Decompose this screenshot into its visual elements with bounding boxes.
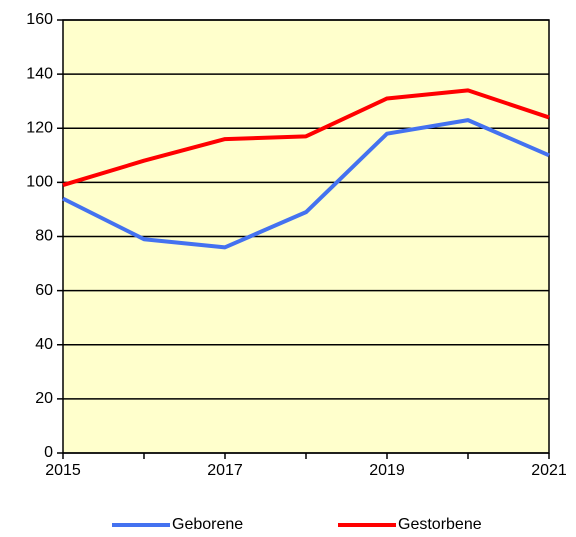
y-tick-label: 20 bbox=[35, 390, 53, 407]
x-tick-label: 2019 bbox=[369, 462, 405, 479]
y-tick-label: 100 bbox=[26, 174, 53, 191]
y-tick-label: 0 bbox=[44, 444, 53, 461]
series-line bbox=[62, 88, 550, 187]
y-tick-label: 160 bbox=[26, 11, 53, 28]
y-tick-label: 140 bbox=[26, 65, 53, 82]
legend-label: Gestorbene bbox=[398, 516, 482, 533]
y-tick-label: 60 bbox=[35, 282, 53, 299]
series-line bbox=[62, 118, 550, 250]
x-tick-label: 2017 bbox=[207, 462, 243, 479]
y-tick-label: 80 bbox=[35, 228, 53, 245]
y-tick-label: 120 bbox=[26, 119, 53, 136]
x-tick-label: 2015 bbox=[45, 462, 81, 479]
y-tick-label: 40 bbox=[35, 336, 53, 353]
x-tick-label: 2021 bbox=[531, 462, 567, 479]
legend-label: Geborene bbox=[172, 516, 243, 533]
